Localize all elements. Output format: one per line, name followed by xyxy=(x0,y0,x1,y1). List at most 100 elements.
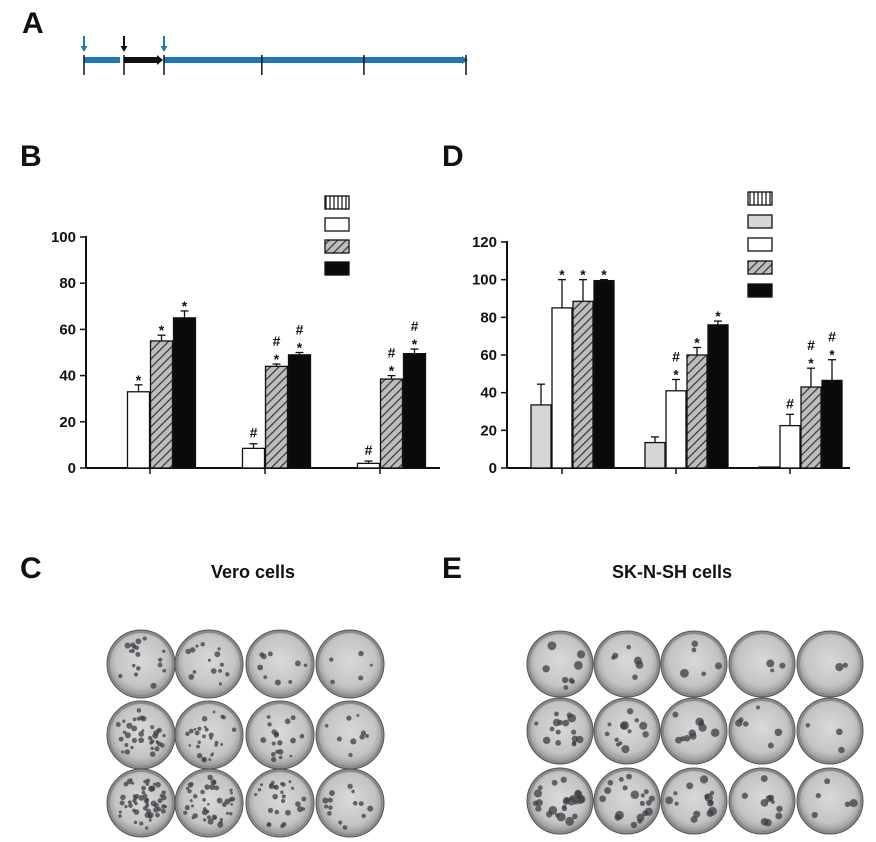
bar-0-5-mm-dpi-1 xyxy=(149,340,174,469)
legend-swatch xyxy=(324,239,350,254)
plaque-focus xyxy=(356,714,360,717)
plaque-well xyxy=(660,630,728,698)
y-tick-label: 60 xyxy=(59,321,76,338)
plaque-focus xyxy=(230,796,236,802)
plaque-focus xyxy=(324,804,329,809)
plaque-focus xyxy=(290,715,296,721)
timeline xyxy=(80,36,468,75)
plaque-focus xyxy=(141,785,146,791)
plaque-focus xyxy=(277,748,284,755)
plaque-focus xyxy=(118,814,122,818)
bar-0-15-mm-dpi-1 xyxy=(530,404,552,469)
significance-hash: # xyxy=(365,442,373,458)
plaque-focus xyxy=(208,732,214,738)
plaque-focus xyxy=(267,807,274,814)
plaque-focus xyxy=(644,807,653,816)
significance-hash: # xyxy=(786,395,794,411)
plaque-focus xyxy=(206,815,211,820)
plaque-focus xyxy=(221,715,226,720)
plaque-focus xyxy=(192,813,198,819)
plaque-well xyxy=(660,767,728,835)
plaque-focus xyxy=(128,803,133,808)
plaque-focus xyxy=(118,810,122,814)
plaque-focus xyxy=(145,782,150,786)
plaque-focus xyxy=(188,728,194,734)
plaque-focus xyxy=(162,668,167,673)
plaque-focus xyxy=(145,808,152,814)
significance-star: * xyxy=(829,347,835,363)
plaque-focus xyxy=(639,721,648,730)
plaque-focus xyxy=(268,783,275,790)
plaque-well xyxy=(593,767,661,835)
plaque-focus xyxy=(640,793,645,798)
plaque-focus xyxy=(299,733,305,739)
timeline-event-arrowhead-mel1 xyxy=(80,46,88,52)
plaque-focus xyxy=(184,805,190,811)
plaque-focus xyxy=(261,653,267,660)
bar-1-0-mm-dpi-2 xyxy=(287,354,312,469)
plaque-focus xyxy=(210,753,214,757)
plaque-focus xyxy=(200,642,205,647)
plaque-focus xyxy=(741,792,748,799)
bar-0-3-mm-dpi-3 xyxy=(779,424,801,469)
plaque-well xyxy=(245,768,315,838)
plaque-focus xyxy=(549,726,555,732)
plaque-focus xyxy=(690,815,698,823)
plaque-focus xyxy=(203,725,207,729)
plaque-focus xyxy=(701,671,707,677)
plaque-well xyxy=(796,697,864,765)
plaque-well xyxy=(174,768,244,838)
plaque-focus xyxy=(124,749,131,755)
well-surface xyxy=(249,772,311,834)
plaque-well xyxy=(245,629,315,699)
plaque-focus xyxy=(207,774,213,781)
plaque-focus xyxy=(683,734,691,742)
plaque-focus xyxy=(148,736,153,741)
plaque-focus xyxy=(361,813,366,819)
plaque-focus xyxy=(208,758,212,761)
bar-1-0-mm-dpi-3 xyxy=(402,353,427,469)
plaque-focus xyxy=(120,794,126,801)
plaque-focus xyxy=(130,642,136,648)
plaque-focus xyxy=(138,731,145,737)
plaque-well xyxy=(315,768,385,838)
plaque-focus xyxy=(698,720,705,726)
plaque-focus xyxy=(145,803,150,808)
plaque-focus xyxy=(148,785,155,792)
plaque-focus xyxy=(297,806,304,813)
significance-hash: # xyxy=(411,318,419,334)
plaque-focus xyxy=(209,736,213,740)
plaque-focus xyxy=(157,798,163,804)
plaque-focus xyxy=(844,801,851,808)
plaque-well xyxy=(106,629,176,699)
plaque-focus xyxy=(824,778,831,785)
plaque-focus xyxy=(348,752,353,758)
plaque-focus xyxy=(149,741,153,745)
timeline-event-arrowhead-mel2 xyxy=(160,46,168,52)
significance-hash: # xyxy=(273,333,281,349)
plaque-focus xyxy=(620,720,629,730)
plaque-focus xyxy=(160,808,166,814)
y-tick-label: 0 xyxy=(489,460,497,477)
panel-e-title: SK-N-SH cells xyxy=(612,562,732,582)
plaque-focus xyxy=(563,685,569,690)
plaque-focus xyxy=(615,810,624,820)
significance-star: * xyxy=(389,363,395,379)
well-surface xyxy=(319,633,381,695)
well-surface xyxy=(732,634,792,694)
plaque-focus xyxy=(358,650,364,657)
plaque-focus xyxy=(665,796,674,805)
plaque-focus xyxy=(187,789,192,794)
plaque-focus xyxy=(565,816,575,826)
plaque-focus xyxy=(141,790,146,795)
plaque-focus xyxy=(131,725,138,732)
plaque-focus xyxy=(123,781,129,787)
plaque-focus xyxy=(195,644,199,648)
plaque-focus xyxy=(273,785,277,789)
plaque-focus xyxy=(118,673,123,679)
bar-0-15-mm-dpi-2 xyxy=(644,441,666,469)
plaque-focus xyxy=(329,657,334,662)
chart-sknsh-inhibition: 0 20 40 60 80 100 120 * * * * # * * # * # * # xyxy=(472,191,850,477)
bar-0-6-mm-dpi-3 xyxy=(800,386,822,469)
significance-hash: # xyxy=(388,345,396,361)
